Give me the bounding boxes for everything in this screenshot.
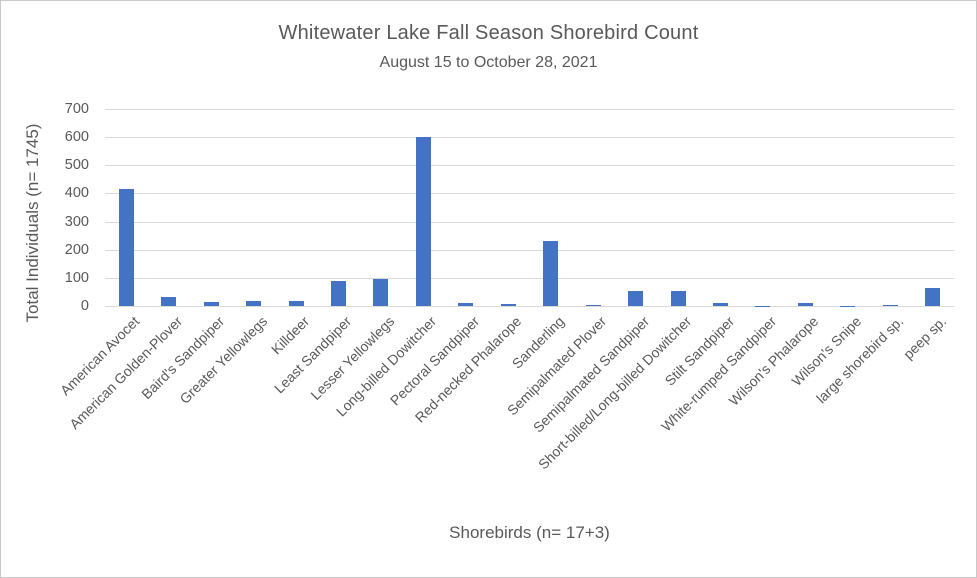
y-tick-label-0: 0	[80, 298, 89, 314]
bar-semipalmated-sandpiper	[628, 291, 644, 306]
bar-semipalmated-plover	[585, 305, 601, 306]
bar-red-necked-phalarope	[500, 303, 516, 306]
bar-long-billed-dowitcher	[415, 137, 431, 306]
bar-least-sandpiper	[330, 280, 346, 306]
y-tick-label-700: 700	[64, 101, 89, 117]
category-label-large-shorebird-sp: large shorebird sp.	[813, 313, 907, 407]
bar-large-shorebird-sp	[882, 305, 898, 306]
bar-baird-s-sandpiper	[203, 302, 219, 306]
y-tick-label-600: 600	[64, 129, 89, 146]
bar-stilt-sandpiper	[713, 302, 729, 306]
y-tick-label-100: 100	[64, 269, 89, 286]
category-label-peep-sp: peep sp.	[899, 313, 950, 363]
bar-killdeer	[288, 301, 304, 306]
y-tick-label-200: 200	[64, 241, 89, 258]
gridline-600	[105, 137, 954, 139]
bar-american-golden-plover	[161, 296, 177, 306]
bar-greater-yellowlegs	[246, 301, 262, 306]
x-axis-title: Shorebirds (n= 17+3)	[449, 523, 610, 542]
bar-wilson-s-phalarope	[797, 302, 813, 306]
bar-pectoral-sandpiper	[458, 302, 474, 306]
bar-peep-sp	[925, 287, 941, 306]
gridline-0	[105, 306, 954, 307]
gridline-400	[105, 193, 954, 195]
gridline-700	[105, 109, 954, 110]
gridline-300	[105, 221, 954, 223]
y-tick-label-400: 400	[64, 185, 89, 202]
bar-sanderling	[543, 241, 559, 306]
gridline-200	[105, 249, 954, 251]
y-tick-label-500: 500	[64, 157, 89, 174]
gridline-100	[105, 277, 954, 279]
bar-american-avocet	[118, 189, 134, 306]
gridline-500	[105, 165, 954, 167]
y-tick-label-300: 300	[64, 213, 89, 230]
chart-title: Whitewater Lake Fall Season Shorebird Co…	[278, 22, 699, 44]
bar-short-billed-long-billed-dowitcher	[670, 290, 686, 306]
chart-subtitle: August 15 to October 28, 2021	[379, 54, 598, 71]
bar-lesser-yellowlegs	[373, 278, 389, 306]
